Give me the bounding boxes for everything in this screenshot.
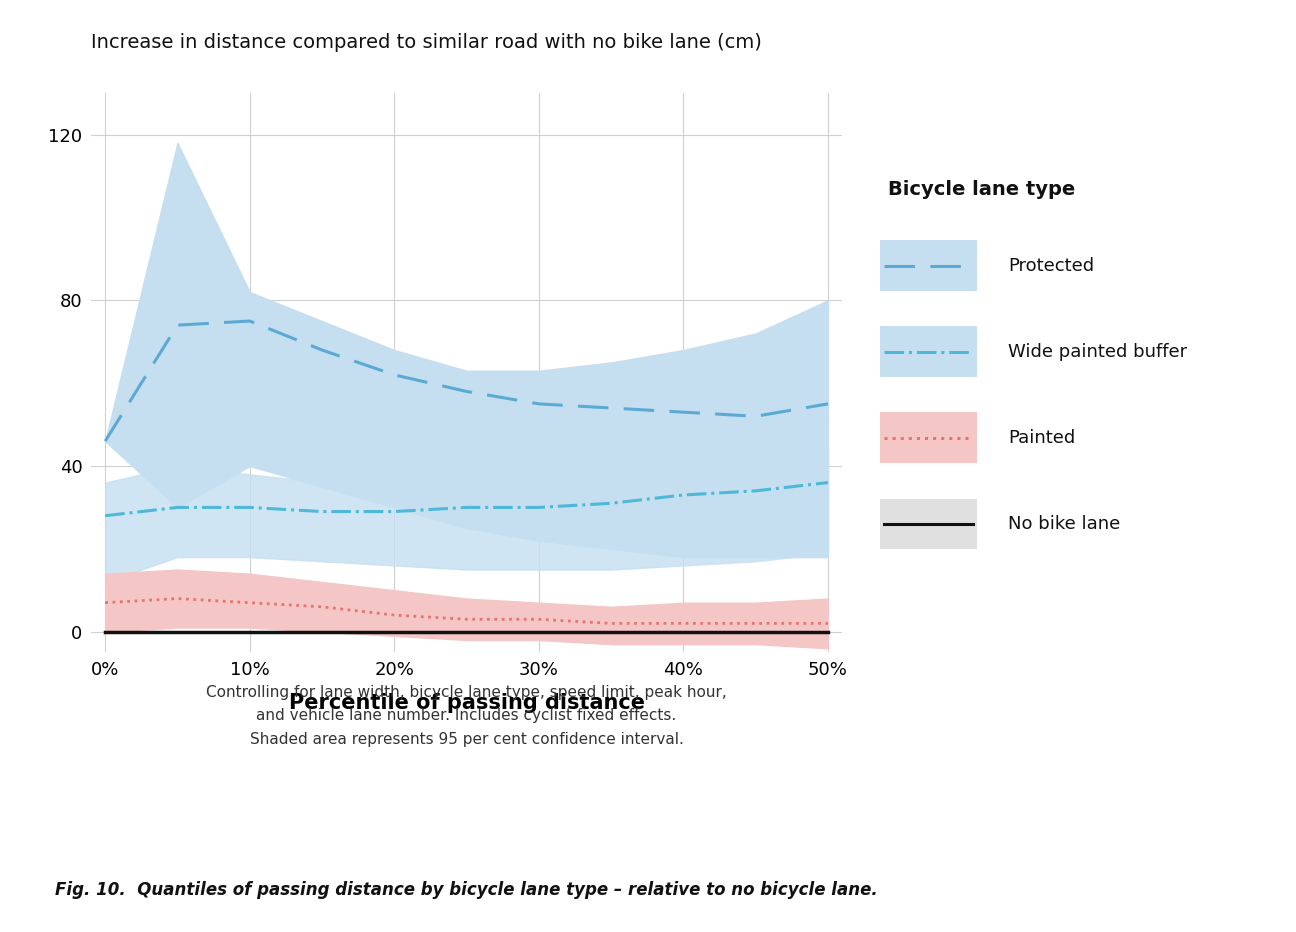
- Text: Increase in distance compared to similar road with no bike lane (cm): Increase in distance compared to similar…: [91, 33, 762, 51]
- X-axis label: Percentile of passing distance: Percentile of passing distance: [289, 692, 644, 713]
- Text: Controlling for lane width, bicycle lane type, speed limit, peak hour,
and vehic: Controlling for lane width, bicycle lane…: [206, 685, 727, 747]
- Text: Wide painted buffer: Wide painted buffer: [1008, 343, 1187, 361]
- Text: Protected: Protected: [1008, 256, 1094, 275]
- Bar: [880, 326, 977, 377]
- Bar: [880, 499, 977, 549]
- Text: Fig. 10.  Quantiles of passing distance by bicycle lane type – relative to no bi: Fig. 10. Quantiles of passing distance b…: [56, 881, 877, 898]
- Bar: [880, 240, 977, 291]
- Text: Painted: Painted: [1008, 429, 1076, 446]
- Text: No bike lane: No bike lane: [1008, 515, 1121, 533]
- Bar: [880, 412, 977, 463]
- Text: Bicycle lane type: Bicycle lane type: [888, 180, 1074, 199]
